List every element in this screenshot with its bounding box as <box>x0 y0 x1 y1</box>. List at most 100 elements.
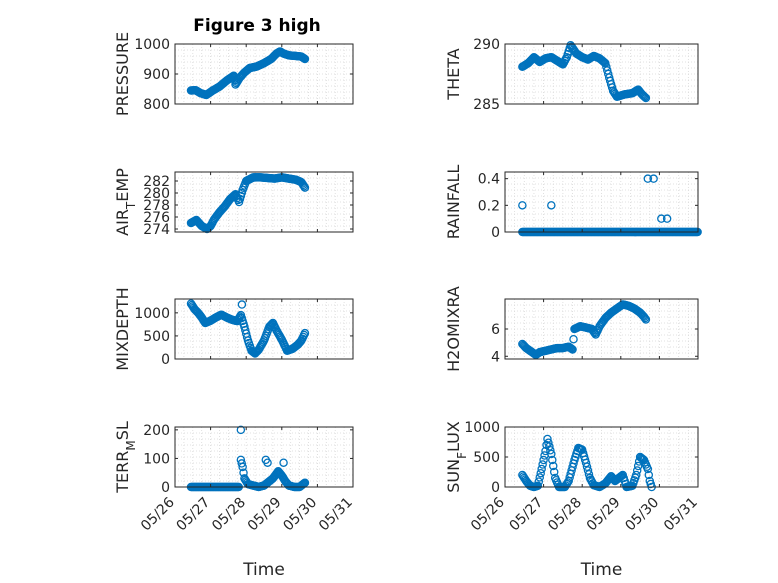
x-tick-label: 05/30 <box>280 495 320 535</box>
y-axis-label: SUNFLUX <box>444 421 469 493</box>
data-point <box>582 462 592 471</box>
y-tick-label: 0.2 <box>478 198 500 214</box>
data-point <box>300 478 310 487</box>
data-point <box>547 201 556 210</box>
data-point <box>544 438 553 447</box>
y-axis-label: H2OMIXRA <box>444 286 463 372</box>
data-point <box>535 473 544 482</box>
axes-box <box>174 426 354 488</box>
data-point <box>633 461 643 471</box>
y-axis-label: PRESSURE <box>113 32 132 116</box>
x-axis-label: Time <box>242 560 285 580</box>
data-point <box>237 300 247 309</box>
y-axis-label: RAINFALL <box>444 165 463 240</box>
data-point <box>299 181 309 191</box>
data-point <box>242 332 252 342</box>
y-tick-label: 200 <box>143 423 170 439</box>
x-tick-label: 05/28 <box>209 495 249 535</box>
y-axis-label: AIRTEMP <box>113 168 138 236</box>
data-point <box>563 478 572 487</box>
data-point <box>534 477 544 486</box>
data-point <box>569 334 578 344</box>
data-point <box>631 470 641 480</box>
y-tick-label: 0 <box>161 480 170 496</box>
y-tick-label: 0.4 <box>478 172 500 188</box>
y-tick-label: 0 <box>161 352 170 368</box>
data-point <box>643 174 653 183</box>
y-tick-label: 4 <box>491 349 500 365</box>
data-point <box>548 455 557 465</box>
axes-4: 0 0.2 0.4 RAINFALL <box>444 165 702 241</box>
data-point <box>640 92 650 102</box>
data-point <box>639 91 649 101</box>
data-point <box>568 345 577 354</box>
y-axis-label: TERRMSL <box>113 421 138 494</box>
data-point <box>533 481 543 491</box>
y-tick-label: 6 <box>491 322 500 338</box>
data-point <box>545 442 554 451</box>
data-point <box>549 461 558 471</box>
x-tick-label: 05/31 <box>661 495 701 535</box>
axes-box <box>174 298 354 360</box>
data-point <box>300 328 310 338</box>
data-point <box>549 467 559 477</box>
x-tick-label: 05/27 <box>174 495 214 535</box>
x-tick-label: 05/31 <box>316 495 356 535</box>
axes-box <box>504 171 699 233</box>
y-tick-label: 800 <box>143 97 170 113</box>
data-point <box>543 434 552 444</box>
axes-box <box>504 43 699 105</box>
x-axis-label: Time <box>580 560 623 580</box>
data-point <box>662 214 672 223</box>
data-point <box>600 58 609 67</box>
data-point <box>657 214 666 223</box>
data-point <box>644 470 654 480</box>
x-tick-label: 05/29 <box>245 495 285 535</box>
data-point <box>641 93 651 103</box>
x-tick-label: 05/30 <box>622 495 662 535</box>
y-tick-label: 0 <box>491 225 500 241</box>
x-tick-label: 05/27 <box>507 495 547 535</box>
x-tick-label: 05/26 <box>138 494 178 534</box>
data-point <box>518 201 527 210</box>
axes-2: 285 290 THETA <box>444 37 699 113</box>
y-tick-label: 280 <box>143 186 170 202</box>
x-tick-label: 05/26 <box>468 494 508 534</box>
y-tick-label: 500 <box>143 329 170 345</box>
data-point <box>537 464 546 474</box>
y-tick-label: 1000 <box>134 37 170 53</box>
data-point <box>263 458 272 467</box>
figure-title: Figure 3 high <box>193 16 321 36</box>
x-tick-label: 05/28 <box>545 495 585 535</box>
y-tick-label: 285 <box>473 97 500 113</box>
y-axis-label: THETA <box>444 48 463 100</box>
axes-box <box>174 171 354 233</box>
data-point <box>640 313 650 323</box>
y-tick-label: 290 <box>473 37 500 53</box>
y-tick-label: 0 <box>491 480 500 496</box>
data-point <box>237 459 246 468</box>
y-tick-label: 282 <box>143 174 170 190</box>
axes-6: 4 6 H2OMIXRA <box>444 286 699 372</box>
y-tick-label: 276 <box>143 210 170 226</box>
y-tick-label: 100 <box>143 451 170 467</box>
data-point <box>641 315 651 324</box>
data-point <box>547 449 556 459</box>
x-tick-label: 05/29 <box>584 495 624 535</box>
data-point <box>584 469 594 479</box>
data-point <box>649 174 658 183</box>
y-tick-label: 1000 <box>464 420 500 436</box>
data-point <box>300 183 310 192</box>
data-point <box>643 464 653 474</box>
data-point <box>279 458 288 467</box>
data-point <box>583 466 593 475</box>
data-point <box>539 455 548 465</box>
y-tick-label: 274 <box>143 222 170 238</box>
